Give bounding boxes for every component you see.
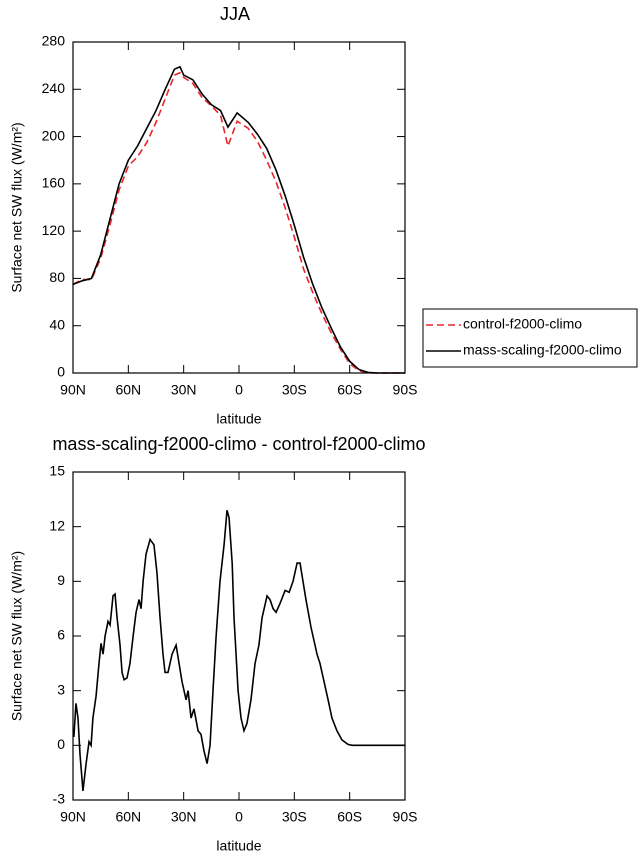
y-tick-label: 280 xyxy=(42,33,66,49)
chart-title: mass-scaling-f2000-climo - control-f2000… xyxy=(52,434,425,454)
y-tick-label: 15 xyxy=(49,463,65,479)
x-tick-label: 90S xyxy=(393,809,418,825)
x-tick-label: 60N xyxy=(115,382,141,398)
x-tick-label: 30N xyxy=(171,809,197,825)
legend-box xyxy=(422,308,638,368)
x-tick-label: 30S xyxy=(282,382,307,398)
chart-title: JJA xyxy=(220,4,250,24)
x-tick-label: 0 xyxy=(235,382,243,398)
y-tick-label: 120 xyxy=(42,222,66,238)
x-tick-label: 30N xyxy=(171,382,197,398)
x-tick-label: 60S xyxy=(337,809,362,825)
x-tick-label: 30S xyxy=(282,809,307,825)
legend-label: control-f2000-climo xyxy=(463,316,582,332)
data-line xyxy=(72,71,405,374)
y-axis-label: Surface net SW flux (W/m²) xyxy=(9,122,25,292)
x-tick-label: 60N xyxy=(115,809,141,825)
x-tick-label: 0 xyxy=(235,809,243,825)
y-tick-label: 240 xyxy=(42,80,66,96)
y-tick-label: -3 xyxy=(53,791,66,807)
y-tick-label: 80 xyxy=(49,269,65,285)
y-tick-label: 3 xyxy=(57,681,65,697)
x-tick-label: 90S xyxy=(393,382,418,398)
plot-frame xyxy=(72,41,406,374)
legend-label: mass-scaling-f2000-climo xyxy=(463,342,622,358)
y-tick-label: 160 xyxy=(42,175,66,191)
y-tick-label: 0 xyxy=(57,364,65,380)
y-axis-label: Surface net SW flux (W/m²) xyxy=(9,551,25,721)
x-axis-label: latitude xyxy=(216,411,261,427)
x-axis-label: latitude xyxy=(216,838,261,854)
x-tick-label: 60S xyxy=(337,382,362,398)
y-tick-label: 0 xyxy=(57,736,65,752)
data-line xyxy=(73,510,405,791)
plot-frame xyxy=(72,471,406,801)
y-tick-label: 12 xyxy=(49,517,65,533)
y-tick-label: 40 xyxy=(49,316,65,332)
x-tick-label: 90N xyxy=(60,382,86,398)
y-tick-label: 200 xyxy=(42,127,66,143)
x-tick-label: 90N xyxy=(60,809,86,825)
y-tick-label: 6 xyxy=(57,627,65,643)
data-line xyxy=(72,65,405,374)
y-tick-label: 9 xyxy=(57,572,65,588)
